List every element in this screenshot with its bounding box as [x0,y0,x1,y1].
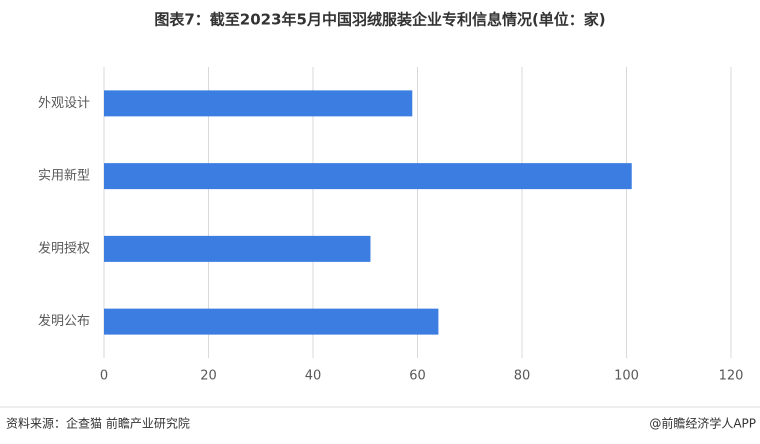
x-tick-label: 60 [409,369,426,384]
bar [104,235,371,262]
y-tick-label: 发明公布 [38,313,90,329]
bar [104,163,632,190]
credit: @前瞻经济学人APP [649,416,756,431]
chart-title: 图表7：截至2023年5月中国羽绒服装企业专利信息情况(单位：家) [154,11,605,29]
x-tick-label: 120 [719,369,744,384]
source: 资料来源：企查猫 前瞻产业研究院 [6,416,190,431]
x-tick-label: 0 [100,369,108,384]
bar [104,90,413,117]
x-tick-label: 20 [200,369,217,384]
x-tick-label: 100 [614,369,639,384]
y-tick-label: 外观设计 [38,96,90,111]
y-tick-label: 实用新型 [38,168,90,184]
y-tick-label: 发明授权 [38,240,90,256]
x-tick-label: 80 [514,369,531,384]
bar [104,308,439,335]
x-tick-label: 40 [305,369,322,384]
